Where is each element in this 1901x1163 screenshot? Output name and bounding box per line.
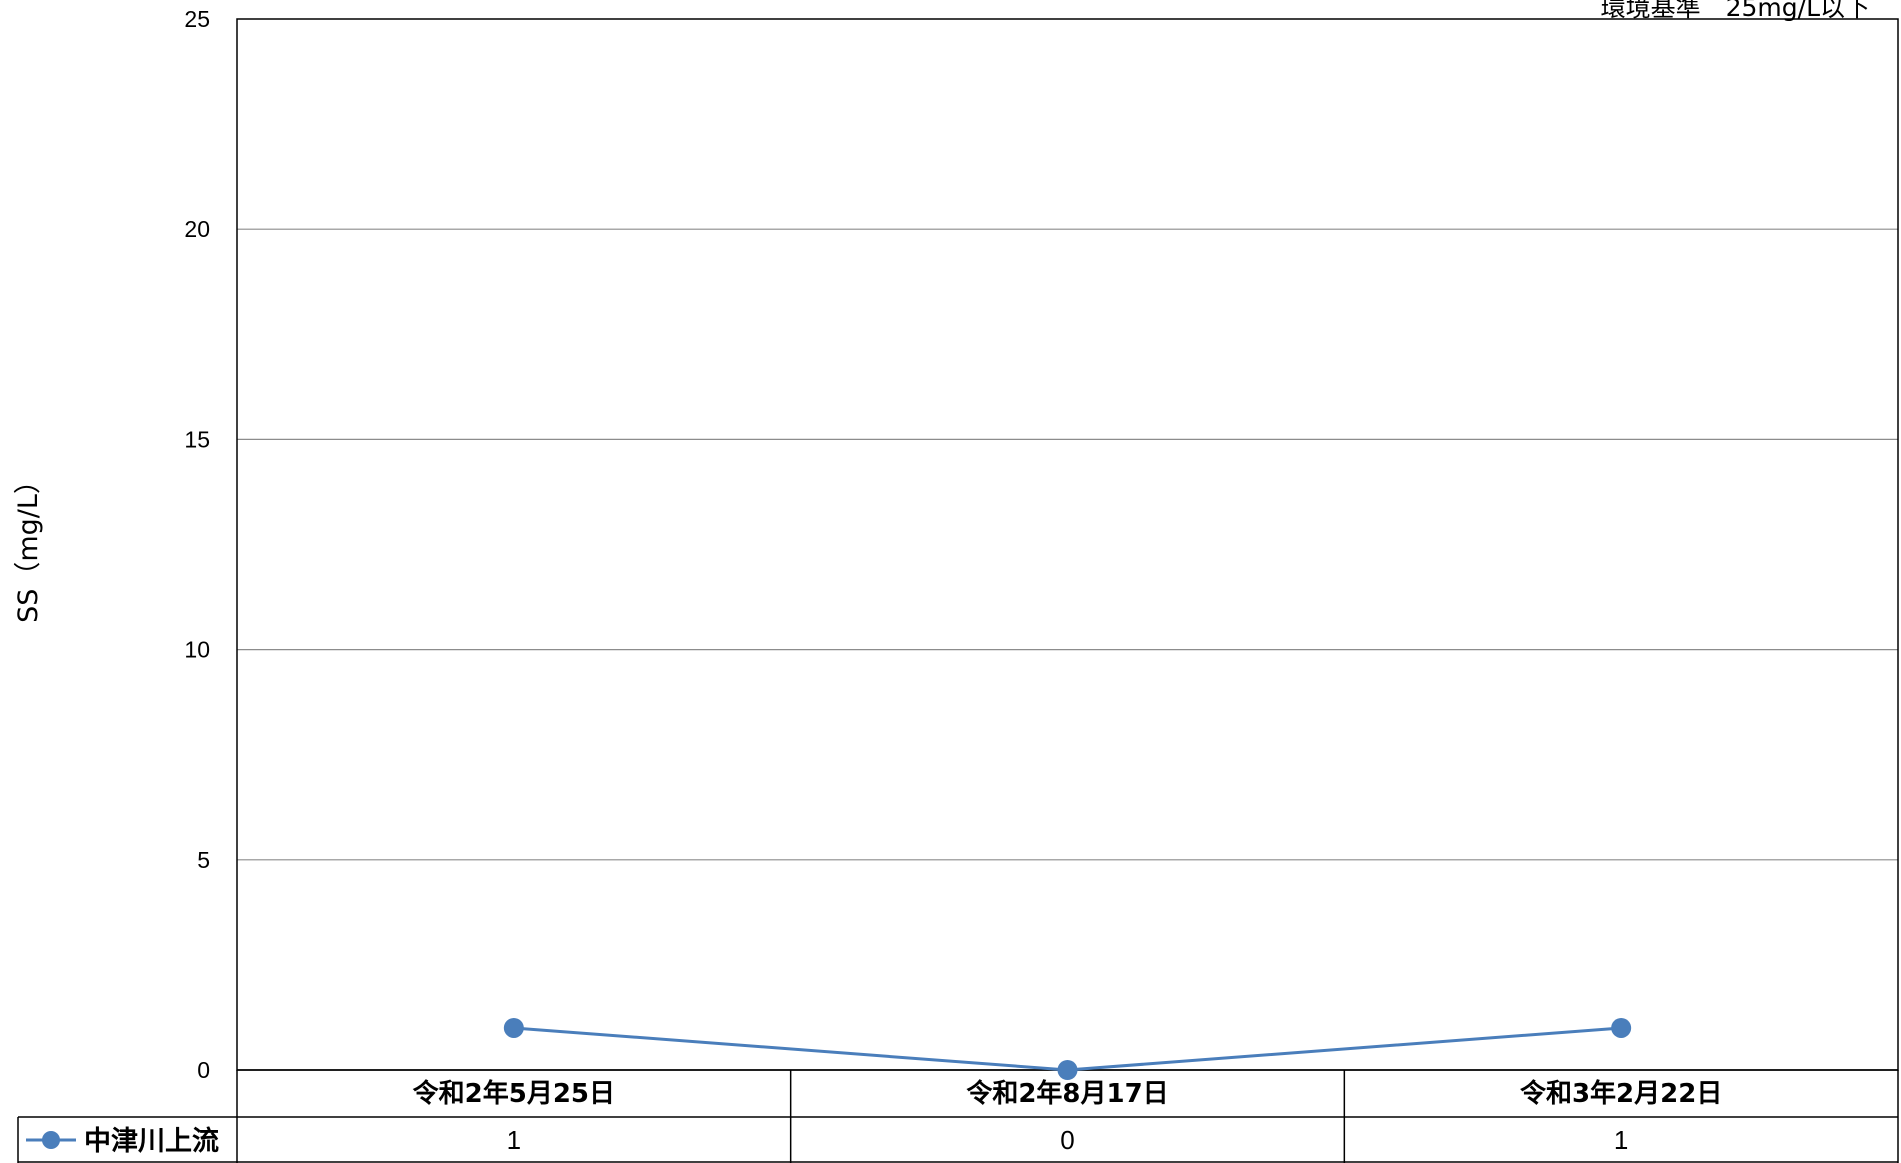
y-axis-ticks: 0 5 10 15 20 25	[184, 6, 210, 1083]
y-axis-label: SS（mg/L）	[13, 467, 44, 623]
legend-marker-icon	[42, 1131, 60, 1149]
y-tick-label: 15	[184, 426, 210, 452]
y-tick-label: 0	[197, 1057, 210, 1083]
table-value-cell: 0	[1060, 1125, 1074, 1155]
x-category-label: 令和2年5月25日	[413, 1078, 615, 1109]
gridlines	[237, 229, 1898, 860]
y-tick-label: 20	[184, 216, 210, 242]
table-value-cell: 1	[507, 1125, 521, 1155]
x-category-label: 令和3年2月22日	[1520, 1078, 1722, 1109]
y-tick-label: 5	[197, 847, 210, 873]
data-point	[504, 1018, 524, 1038]
plot-area-frame	[237, 19, 1898, 1070]
y-tick-label: 10	[184, 637, 210, 663]
data-point	[1058, 1060, 1078, 1080]
x-category-label: 令和2年8月17日	[966, 1078, 1168, 1109]
data-point	[1611, 1018, 1631, 1038]
table-value-cell: 1	[1614, 1125, 1628, 1155]
legend-series-name: 中津川上流	[84, 1126, 219, 1157]
y-tick-label: 25	[184, 6, 210, 32]
